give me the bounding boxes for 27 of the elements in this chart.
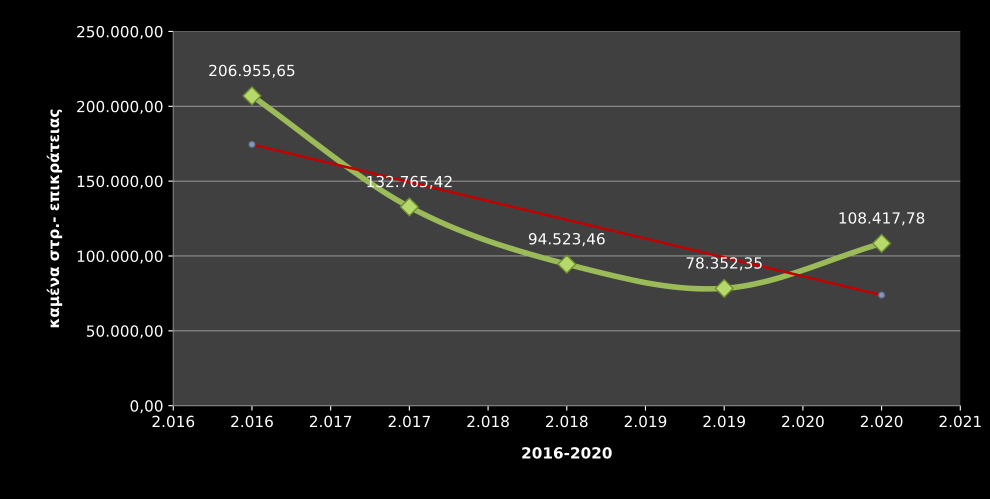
y-tick-label: 150.000,00 [78, 176, 163, 189]
y-tick-label: 250.000,00 [77, 26, 163, 40]
data-label: 206.955,65 [209, 64, 294, 78]
y-tick-label: 100.000,00 [78, 250, 163, 264]
point [400, 197, 419, 216]
point [714, 278, 734, 298]
point [242, 86, 262, 106]
point [872, 234, 892, 253]
x-tick-label: 2.019 [624, 416, 666, 428]
x-tick-label: 2.018 [546, 416, 588, 428]
x-tick-label: 2.018 [467, 416, 509, 428]
x-tick-label: 2.017 [388, 416, 430, 428]
x-tick-label: 2.021 [940, 416, 981, 428]
x-tick-label: 2.017 [310, 416, 352, 428]
x-tick-label: 2.019 [703, 416, 745, 428]
x-tick-label: 2.016 [152, 416, 194, 428]
y-axis-title: καμένα στρ.- επικράτειας [46, 110, 62, 328]
x-axis-title: 2016-2020 [522, 447, 612, 459]
data-label: 94.523,46 [528, 233, 605, 246]
y-tick-label: 50.000,00 [86, 325, 163, 338]
y-tick-label: 200.000,00 [77, 100, 163, 114]
x-tick-label: 2.020 [860, 416, 902, 428]
y-tick-label: 0,00 [130, 400, 163, 414]
data-label: 108.417,78 [840, 212, 924, 226]
x-tick-label: 2.020 [782, 416, 824, 428]
x-tick-label: 2.016 [231, 416, 273, 428]
point [557, 254, 576, 274]
